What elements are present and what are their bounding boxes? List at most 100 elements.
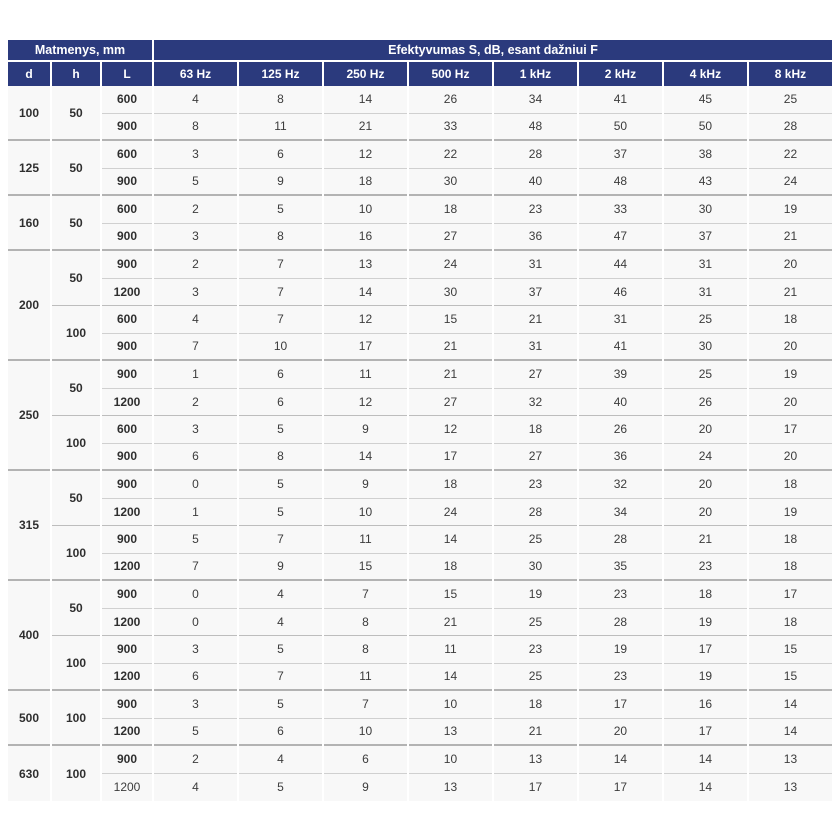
- cell-d: 400: [8, 581, 50, 691]
- table-row: 100 900 5 7 11 14 25 28 21 18: [8, 526, 832, 581]
- cell-value: 24: [663, 443, 747, 471]
- cell-length: 1200: [102, 553, 153, 581]
- table-row: 900 8 11 21 33 48 50 50 28: [8, 113, 832, 141]
- cell-value: 21: [748, 278, 832, 306]
- cell-value: 17: [578, 773, 662, 801]
- cell-value: 7: [323, 581, 407, 609]
- cell-value: 21: [748, 223, 832, 251]
- table-row: 160 50 600 2 5 10 18 23 33 30 19: [8, 196, 832, 251]
- cell-value: 19: [748, 361, 832, 389]
- cell-value: 50: [663, 113, 747, 141]
- col-header-d: d: [8, 62, 50, 86]
- cell-length: 600: [102, 306, 153, 334]
- cell-value: 6: [239, 388, 322, 416]
- cell-value: 20: [663, 416, 747, 444]
- table-row: 1200 3 7 14 30 37 46 31 21: [8, 278, 832, 306]
- cell-value: 11: [239, 113, 322, 141]
- col-header-63-hz: 63 Hz: [154, 62, 237, 86]
- cell-value: 10: [239, 333, 322, 361]
- cell-value: 47: [578, 223, 662, 251]
- cell-value: 10: [408, 691, 492, 719]
- cell-value: 13: [408, 718, 492, 746]
- cell-value: 10: [323, 718, 407, 746]
- cell-length: 600: [102, 86, 153, 114]
- cell-d: 125: [8, 141, 50, 196]
- cell-value: 28: [578, 526, 662, 554]
- cell-length: 600: [102, 141, 153, 169]
- cell-length: 900: [102, 581, 153, 609]
- cell-value: 37: [663, 223, 747, 251]
- cell-d: 100: [8, 86, 50, 141]
- cell-value: 8: [239, 443, 322, 471]
- cell-h: 50: [52, 141, 100, 196]
- cell-value: 10: [408, 746, 492, 774]
- cell-value: 18: [748, 471, 832, 499]
- cell-value: 48: [493, 113, 577, 141]
- cell-value: 21: [323, 113, 407, 141]
- cell-value: 25: [663, 361, 747, 389]
- cell-value: 20: [748, 251, 832, 279]
- cell-value: 3: [154, 636, 237, 664]
- col-header-2-khz: 2 kHz: [578, 62, 662, 86]
- cell-value: 15: [408, 581, 492, 609]
- cell-value: 40: [578, 388, 662, 416]
- cell-value: 11: [408, 636, 492, 664]
- cell-value: 22: [408, 141, 492, 169]
- cell-value: 17: [323, 333, 407, 361]
- cell-length: 1200: [102, 498, 153, 526]
- cell-value: 13: [493, 746, 577, 774]
- col-header-125-hz: 125 Hz: [239, 62, 322, 86]
- cell-value: 14: [578, 746, 662, 774]
- cell-value: 27: [408, 388, 492, 416]
- cell-value: 11: [323, 526, 407, 554]
- attenuation-table: Matmenys, mm Efektyvumas S, dB, esant da…: [6, 40, 834, 801]
- cell-value: 41: [578, 86, 662, 114]
- cell-value: 30: [408, 168, 492, 196]
- cell-value: 0: [154, 608, 237, 636]
- cell-value: 14: [663, 773, 747, 801]
- cell-value: 7: [239, 663, 322, 691]
- cell-h: 50: [52, 86, 100, 141]
- cell-value: 6: [239, 141, 322, 169]
- cell-value: 24: [408, 498, 492, 526]
- table-row: 250 50 900 1 6 11 21 27 39 25 19: [8, 361, 832, 471]
- cell-value: 5: [154, 526, 237, 554]
- col-header-h: h: [52, 62, 100, 86]
- cell-value: 18: [748, 553, 832, 581]
- table-row: 630 100 900 2 4 6 10 13 14 14 13: [8, 746, 832, 801]
- cell-value: 43: [663, 168, 747, 196]
- cell-value: 14: [408, 663, 492, 691]
- cell-h: 100: [52, 416, 100, 471]
- cell-length: 900: [102, 333, 153, 361]
- cell-value: 5: [239, 196, 322, 224]
- cell-value: 27: [493, 361, 577, 389]
- table-row: 100 900 3 5 8 11 23 19 17 15: [8, 636, 832, 691]
- cell-value: 8: [239, 223, 322, 251]
- cell-h: 100: [52, 526, 100, 581]
- cell-value: 4: [154, 306, 237, 334]
- cell-value: 31: [493, 251, 577, 279]
- cell-value: 31: [663, 251, 747, 279]
- cell-value: 28: [578, 608, 662, 636]
- col-header-1-khz: 1 kHz: [493, 62, 577, 86]
- cell-value: 2: [154, 746, 237, 774]
- cell-value: 5: [239, 471, 322, 499]
- cell-value: 13: [408, 773, 492, 801]
- cell-value: 45: [663, 86, 747, 114]
- cell-value: 32: [578, 471, 662, 499]
- cell-length: 900: [102, 361, 153, 389]
- cell-value: 5: [239, 773, 322, 801]
- cell-value: 24: [748, 168, 832, 196]
- cell-value: 19: [748, 498, 832, 526]
- cell-value: 9: [323, 471, 407, 499]
- cell-value: 17: [493, 773, 577, 801]
- cell-h: 100: [52, 636, 100, 691]
- cell-value: 33: [578, 196, 662, 224]
- table-body: 100 50 600 4 8 14 26 34 41 45 25 900 8 11 21 33 48 50 50 28…: [8, 86, 832, 801]
- cell-value: 21: [493, 306, 577, 334]
- col-header-8-khz: 8 kHz: [748, 62, 832, 86]
- cell-value: 30: [663, 196, 747, 224]
- table-row: 400 50 900 0 4 7 15 19 23 18 17: [8, 581, 832, 691]
- table-row: 125 50 600 3 6 12 22 28 37 38 22: [8, 141, 832, 196]
- cell-value: 26: [663, 388, 747, 416]
